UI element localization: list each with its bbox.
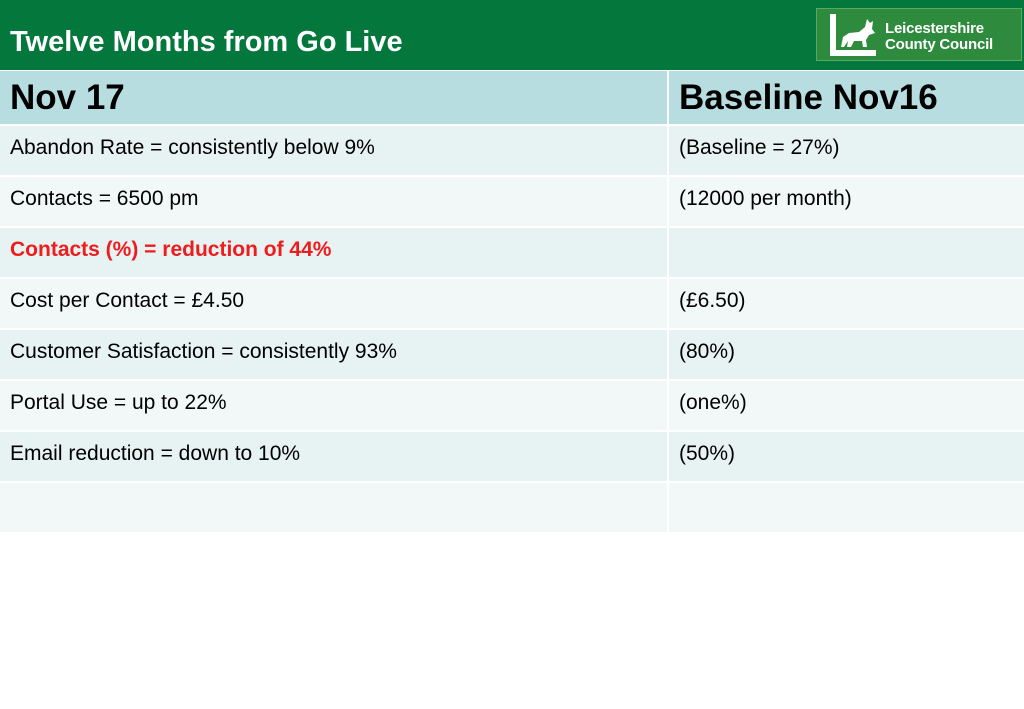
table-header-row: Nov 17 Baseline Nov16 bbox=[0, 71, 1024, 126]
results-table: Nov 17 Baseline Nov16 Abandon Rate = con… bbox=[0, 71, 1024, 534]
baseline-value bbox=[667, 227, 1024, 279]
current-value: Abandon Rate = consistently below 9% bbox=[0, 125, 668, 177]
baseline-value: (£6.50) bbox=[667, 278, 1024, 330]
column-header-baseline: Baseline Nov16 bbox=[667, 71, 1024, 126]
baseline-value bbox=[667, 482, 1024, 534]
table-row: Contacts (%) = reduction of 44% bbox=[0, 227, 1024, 279]
current-value: Portal Use = up to 22% bbox=[0, 380, 668, 432]
current-value: Email reduction = down to 10% bbox=[0, 431, 668, 483]
current-value: Contacts = 6500 pm bbox=[0, 176, 668, 228]
table-row: Cost per Contact = £4.50 (£6.50) bbox=[0, 278, 1024, 330]
fox-logo-icon bbox=[830, 14, 876, 56]
table-row: Contacts = 6500 pm (12000 per month) bbox=[0, 176, 1024, 228]
logo-line-2: County Council bbox=[885, 36, 994, 53]
table-row bbox=[0, 482, 1024, 534]
current-value bbox=[0, 482, 668, 534]
baseline-value: (Baseline = 27%) bbox=[667, 125, 1024, 177]
baseline-value: (one%) bbox=[667, 380, 1024, 432]
logo-line-1: Leicestershire bbox=[885, 20, 984, 37]
council-logo: Leicestershire County Council bbox=[816, 8, 1022, 61]
current-value-highlight: Contacts (%) = reduction of 44% bbox=[0, 227, 668, 279]
table-row: Abandon Rate = consistently below 9% (Ba… bbox=[0, 125, 1024, 177]
table-row: Email reduction = down to 10% (50%) bbox=[0, 431, 1024, 483]
table-row: Customer Satisfaction = consistently 93%… bbox=[0, 329, 1024, 381]
current-value: Cost per Contact = £4.50 bbox=[0, 278, 668, 330]
current-value: Customer Satisfaction = consistently 93% bbox=[0, 329, 668, 381]
column-header-nov17: Nov 17 bbox=[0, 71, 668, 126]
baseline-value: (80%) bbox=[667, 329, 1024, 381]
slide-title: Twelve Months from Go Live bbox=[10, 26, 403, 58]
baseline-value: (12000 per month) bbox=[667, 176, 1024, 228]
table-row: Portal Use = up to 22% (one%) bbox=[0, 380, 1024, 432]
slide-header: Twelve Months from Go Live Leicestershir… bbox=[0, 0, 1024, 70]
baseline-value: (50%) bbox=[667, 431, 1024, 483]
